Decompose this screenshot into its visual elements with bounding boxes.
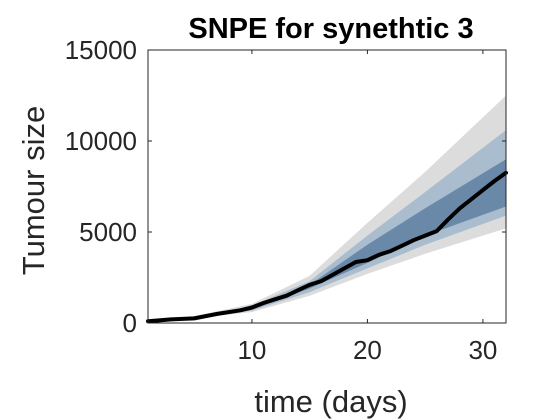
median-line	[146, 170, 508, 324]
plot-area	[146, 50, 508, 324]
x-axis-label: time (days)	[254, 384, 407, 419]
y-tick-label: 15000	[65, 35, 137, 65]
x-tick-label: 30	[468, 335, 497, 365]
x-tick-label: 10	[237, 335, 266, 365]
axes: 10 20 30 0 5000 10000 15000	[65, 35, 507, 365]
chart-title: SNPE for synethtic 3	[188, 13, 473, 45]
x-tick-label: 20	[353, 335, 382, 365]
y-tick-label: 10000	[65, 126, 137, 156]
y-tick-label: 5000	[79, 217, 137, 247]
axes-box	[147, 49, 507, 324]
y-axis-label: Tumour size	[16, 106, 51, 275]
y-tick-label: 0	[123, 308, 137, 338]
